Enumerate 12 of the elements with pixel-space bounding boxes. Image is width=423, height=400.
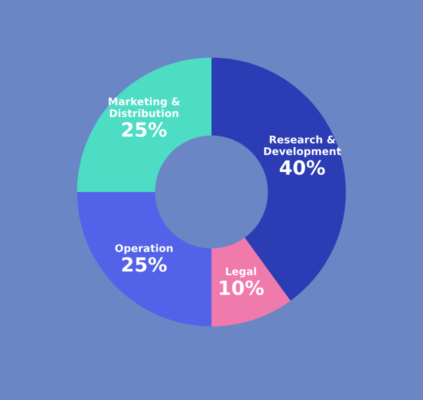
slice-label: Marketing & Distribution (108, 97, 180, 118)
data-label: 25% (122, 122, 167, 137)
data-label: 40% (280, 160, 325, 175)
donut-slice (212, 238, 290, 326)
donut-slice (77, 192, 212, 326)
donut-slice (212, 58, 346, 301)
slice-label: Research & Development (264, 135, 342, 158)
data-label: 10% (220, 280, 264, 296)
data-label: 25% (122, 257, 167, 272)
donut-slice (77, 58, 212, 192)
slice-label: Legal (226, 267, 256, 278)
slice-label: Operation (115, 244, 173, 254)
